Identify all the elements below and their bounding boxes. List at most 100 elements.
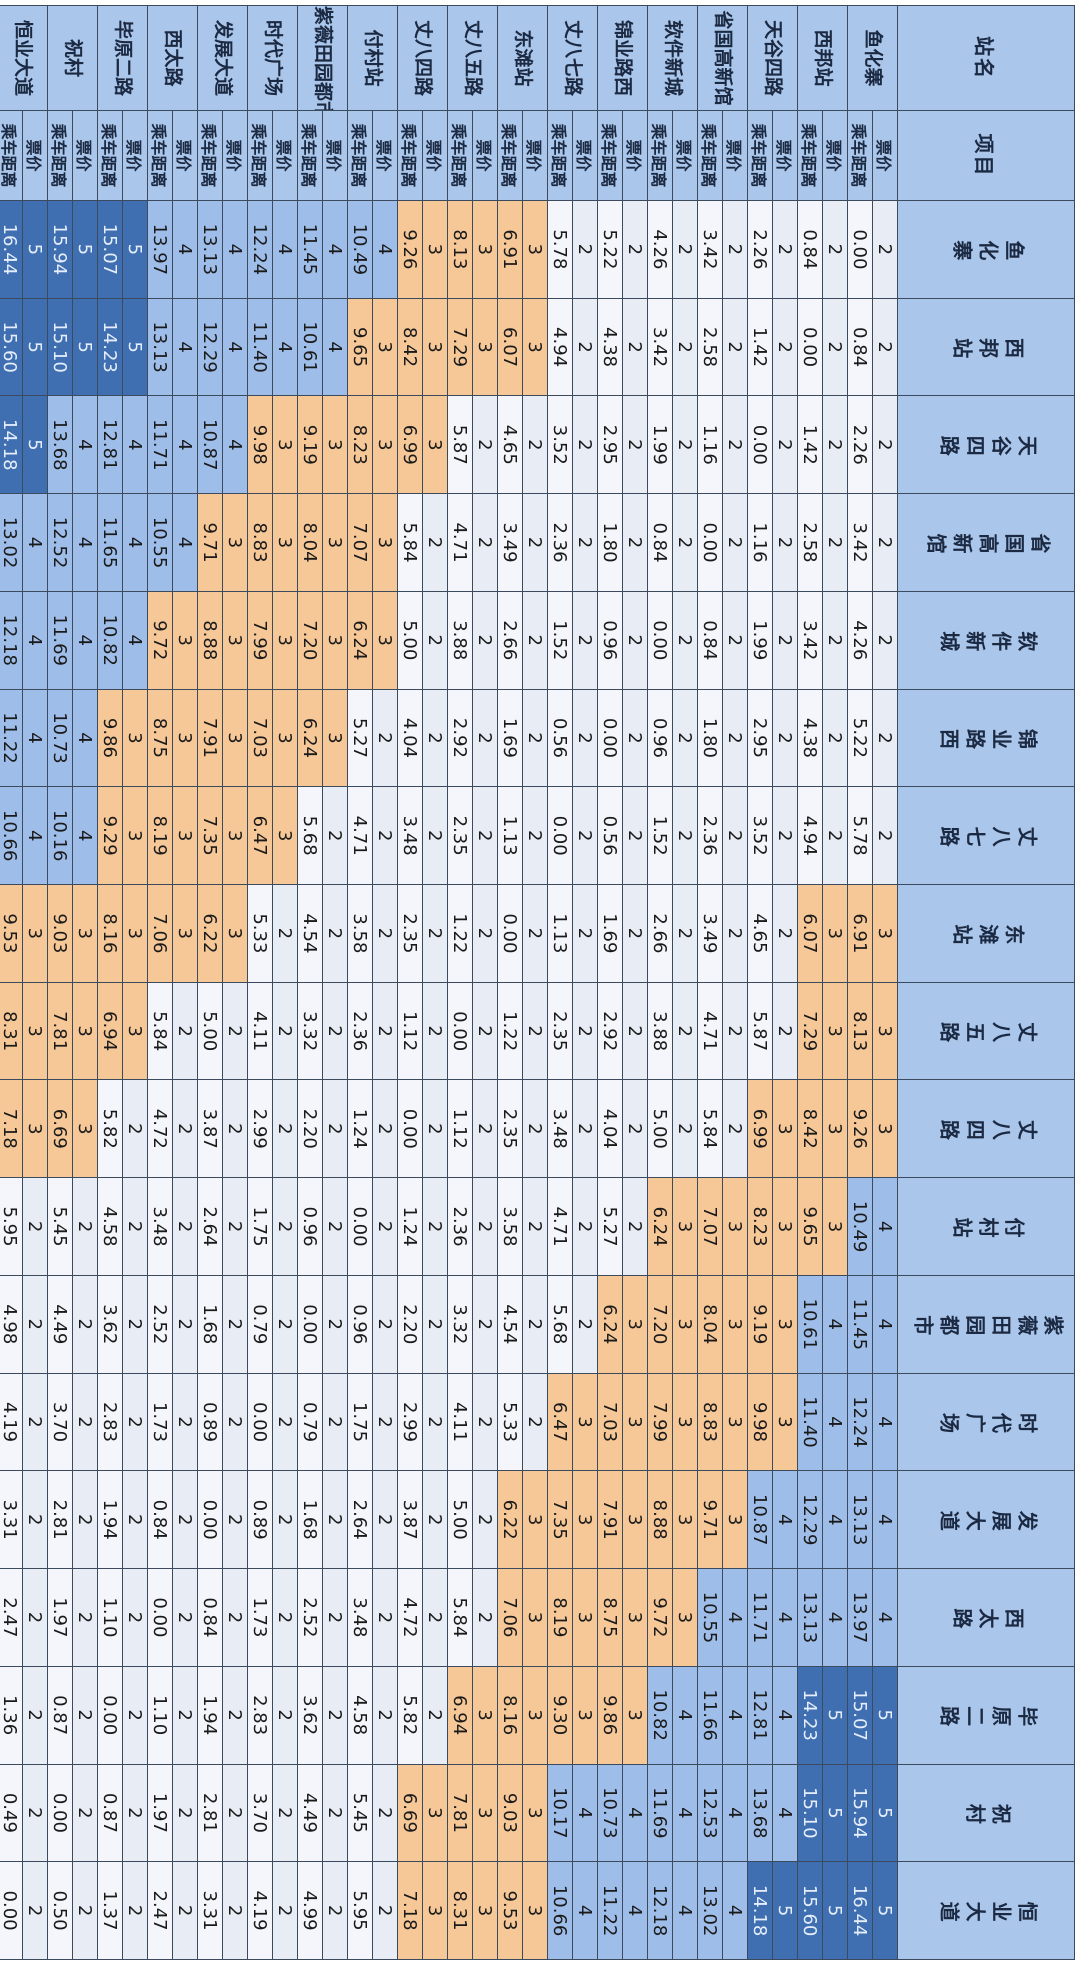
distance-cell: 7.81 — [47, 982, 73, 1080]
column-header-station: 毕原二路 — [897, 1666, 1075, 1764]
distance-label: 乘车距离 — [547, 110, 573, 201]
fare-cell: 3 — [172, 689, 198, 787]
distance-cell: 2.64 — [347, 1470, 373, 1569]
distance-label: 乘车距离 — [647, 110, 673, 201]
column-header-station: 省国高新馆 — [897, 493, 1075, 592]
distance-cell: 7.06 — [497, 1568, 523, 1667]
fare-label: 票价 — [322, 110, 348, 201]
distance-cell: 2.36 — [547, 493, 573, 592]
fare-cell: 2 — [372, 884, 398, 983]
distance-cell: 5.22 — [597, 200, 623, 299]
distance-cell: 6.07 — [497, 298, 523, 396]
distance-cell: 0.00 — [297, 1275, 323, 1374]
fare-cell: 2 — [172, 1470, 198, 1569]
fare-cell: 2 — [372, 1275, 398, 1374]
fare-cell: 2 — [222, 982, 248, 1080]
fare-cell: 3 — [22, 884, 48, 983]
fare-cell: 2 — [272, 1470, 298, 1569]
distance-cell: 10.73 — [47, 689, 73, 787]
fare-cell: 4 — [822, 1275, 848, 1374]
fare-cell: 2 — [22, 1568, 48, 1667]
column-header-station: 发展大道 — [897, 1470, 1075, 1569]
distance-cell: 14.18 — [747, 1861, 773, 1960]
fare-cell: 4 — [72, 493, 98, 592]
distance-cell: 7.91 — [197, 689, 223, 787]
fare-cell: 2 — [122, 1079, 148, 1178]
distance-cell: 8.19 — [547, 1568, 573, 1667]
fare-cell: 2 — [72, 1861, 98, 1960]
fare-cell: 3 — [822, 1177, 848, 1276]
fare-cell: 3 — [672, 1568, 698, 1667]
fare-cell: 3 — [422, 395, 448, 494]
fare-cell: 3 — [72, 1079, 98, 1178]
distance-label: 乘车距离 — [0, 110, 23, 201]
distance-cell: 3.42 — [847, 493, 873, 592]
distance-cell: 0.56 — [547, 689, 573, 787]
fare-cell: 4 — [722, 1568, 748, 1667]
fare-cell: 2 — [522, 786, 548, 885]
distance-cell: 10.66 — [0, 786, 23, 885]
distance-cell: 9.29 — [97, 786, 123, 885]
distance-cell: 2.83 — [247, 1666, 273, 1764]
fare-cell: 2 — [322, 1177, 348, 1276]
fare-cell: 3 — [772, 1373, 798, 1471]
distance-cell: 10.55 — [147, 493, 173, 592]
distance-cell: 5.45 — [47, 1177, 73, 1276]
distance-cell: 0.79 — [297, 1373, 323, 1471]
distance-cell: 5.33 — [497, 1373, 523, 1471]
fare-label: 票价 — [472, 110, 498, 201]
distance-cell: 7.29 — [797, 982, 823, 1080]
distance-cell: 4.54 — [297, 884, 323, 983]
distance-row: 乘车距离 11.45 10.61 9.19 8.04 7.20 6.24 5.68 4.54 3.… — [297, 6, 323, 1960]
distance-cell: 9.03 — [497, 1764, 523, 1862]
distance-cell: 0.00 — [847, 200, 873, 299]
distance-cell: 0.00 — [747, 395, 773, 494]
fare-cell: 2 — [822, 786, 848, 885]
distance-label: 乘车距离 — [847, 110, 873, 201]
fare-cell: 2 — [72, 1764, 98, 1862]
fare-cell: 2 — [472, 982, 498, 1080]
fare-cell: 2 — [72, 1275, 98, 1374]
distance-cell: 8.83 — [247, 493, 273, 592]
distance-cell: 8.42 — [397, 298, 423, 396]
column-header-station: 丈八七路 — [897, 786, 1075, 885]
column-header-station: 软件新城 — [897, 591, 1075, 690]
distance-cell: 5.78 — [847, 786, 873, 885]
distance-cell: 3.58 — [347, 884, 373, 983]
fare-cell: 4 — [772, 1568, 798, 1667]
distance-cell: 1.97 — [147, 1764, 173, 1862]
distance-cell: 3.58 — [497, 1177, 523, 1276]
distance-cell: 5.87 — [447, 395, 473, 494]
distance-row: 乘车距离 13.97 13.13 11.71 10.55 9.72 8.75 8.19 7.06… — [147, 6, 173, 1960]
fare-cell: 3 — [372, 395, 398, 494]
fare-cell: 2 — [522, 1079, 548, 1178]
fare-cell: 2 — [772, 689, 798, 787]
distance-cell: 6.99 — [747, 1079, 773, 1178]
fare-cell: 2 — [422, 689, 448, 787]
distance-cell: 3.88 — [447, 591, 473, 690]
distance-cell: 5.84 — [147, 982, 173, 1080]
fare-cell: 2 — [422, 591, 448, 690]
distance-cell: 5.84 — [397, 493, 423, 592]
fare-cell: 2 — [722, 884, 748, 983]
fare-cell: 2 — [722, 493, 748, 592]
fare-cell: 2 — [172, 1861, 198, 1960]
distance-cell: 3.87 — [397, 1470, 423, 1569]
fare-cell: 2 — [222, 1373, 248, 1471]
distance-cell: 12.24 — [247, 200, 273, 299]
distance-cell: 9.26 — [847, 1079, 873, 1178]
fare-cell: 3 — [272, 689, 298, 787]
distance-cell: 1.97 — [47, 1568, 73, 1667]
row-station-name: 鱼化寨 — [847, 5, 898, 111]
fare-cell: 2 — [472, 493, 498, 592]
fare-cell: 2 — [472, 1568, 498, 1667]
distance-cell: 1.13 — [497, 786, 523, 885]
fare-cell: 2 — [372, 689, 398, 787]
distance-cell: 14.18 — [0, 395, 23, 494]
fare-cell: 2 — [72, 1666, 98, 1764]
fare-cell: 2 — [472, 1079, 498, 1178]
fare-cell: 3 — [522, 1470, 548, 1569]
fare-row: 丈八七路 票价 2 2 2 2 2 2 2 2 2 2 2 2 3 3 3 3 4 4 — [547, 5, 598, 1960]
distance-cell: 5.27 — [597, 1177, 623, 1276]
distance-cell: 3.52 — [747, 786, 773, 885]
